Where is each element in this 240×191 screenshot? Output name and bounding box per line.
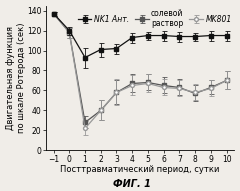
X-axis label: Посттравматический период, сутки: Посттравматический период, сутки xyxy=(60,165,220,174)
Y-axis label: Двигательная функция
по шкале Ротерода (сек): Двигательная функция по шкале Ротерода (… xyxy=(6,23,26,133)
Legend: NK1 Ант., солевой
раствор, MK801: NK1 Ант., солевой раствор, MK801 xyxy=(77,8,233,29)
Text: ФИГ. 1: ФИГ. 1 xyxy=(113,179,151,189)
